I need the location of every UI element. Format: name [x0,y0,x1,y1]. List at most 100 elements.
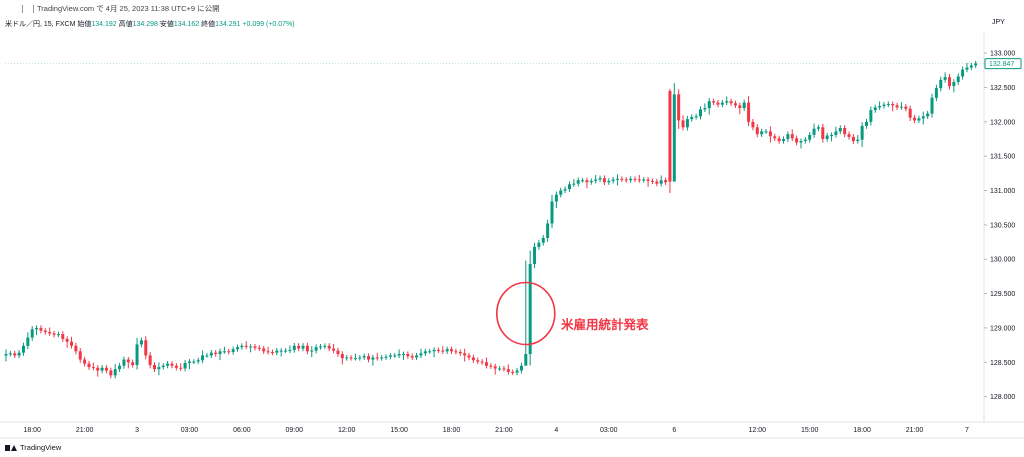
change-value: +0.099 (+0.07%) [242,21,295,28]
candle [873,104,877,113]
candle [633,176,637,183]
candle-body [406,354,410,357]
candle [39,325,43,334]
candle [21,342,25,356]
candle-body [454,351,458,353]
candle-body [323,345,327,347]
candle-body [358,357,362,359]
candle-body [318,346,322,348]
candle-body [506,369,510,372]
candle-body [262,348,266,352]
candle-body [834,131,838,135]
candle [703,103,707,112]
candle-body [550,201,554,224]
annotation-label[interactable]: 米雇用統計発表 [561,318,649,332]
candle-body [353,358,357,360]
candle-body [301,345,305,349]
candle [222,346,226,354]
candle [904,104,908,112]
candle-body [659,180,663,184]
candle-body [947,77,951,87]
symbol-label[interactable]: 米ドル／円, 15, FXCM [5,21,76,28]
candle [436,347,440,354]
candle [397,349,401,358]
candle-body [279,350,283,352]
candle-body [607,180,611,183]
candle-body [751,121,755,128]
candle [856,135,860,144]
candle-body [899,106,903,108]
candle [183,360,187,372]
branding[interactable]: TradingView [5,443,61,452]
candle-body [939,79,943,89]
candle-body [332,348,336,351]
candle-body [707,101,711,109]
candle [637,174,641,183]
candle-body [585,180,589,183]
candle-body [292,345,296,350]
candle [886,101,890,108]
candle-body [720,102,724,105]
candle [546,219,550,242]
candle-body [270,351,274,353]
candle-body [598,178,602,180]
candle-body [463,353,467,356]
candle [659,175,663,187]
candle [423,348,427,356]
candle-body [388,355,392,357]
candle [812,123,816,138]
candle-body [554,194,558,202]
candle-body [467,355,471,358]
candle [275,347,279,356]
candle [65,336,69,348]
candle-body [541,237,545,243]
candle-body [153,365,157,370]
candle-body [602,178,606,183]
candle [559,187,563,198]
candle-body [808,134,812,140]
candle [100,365,104,374]
candle-body [401,354,405,356]
candle [454,348,458,355]
y-tick-label: 128.000 [990,394,1015,401]
candle-body [760,131,764,135]
candle [52,330,56,338]
candle-body [537,242,541,247]
x-tick-label: 21:00 [906,427,924,434]
candle [358,355,362,361]
candle [934,84,938,102]
candle-body [397,354,401,356]
candle-body [21,345,25,353]
candle [244,341,248,349]
candle-body [65,338,69,342]
candle-body [222,351,226,353]
candle [655,178,659,187]
x-tick-label: 4 [554,427,558,434]
candle-body [511,371,515,373]
candle-body [773,136,777,139]
candle [349,355,353,361]
candle [550,194,554,229]
candle-body [533,246,537,265]
candle [305,342,309,355]
candle [432,347,436,358]
candle-body [524,354,528,366]
candle [834,126,838,138]
candle-body [78,351,82,360]
candle-body [428,351,432,353]
candle [109,367,113,379]
candle [537,239,541,250]
candle [362,353,366,361]
candle [699,106,703,120]
candle-body [611,179,615,181]
candle [943,72,947,83]
candle [803,137,807,144]
candle [445,346,449,354]
candle-body [843,128,847,135]
candle-body [712,101,716,103]
candle-body [672,94,676,182]
publish-text: TradingView.com で 4月 25, 2023 11:38 UTC+… [37,4,220,13]
candle [401,351,405,360]
candle [214,350,218,357]
